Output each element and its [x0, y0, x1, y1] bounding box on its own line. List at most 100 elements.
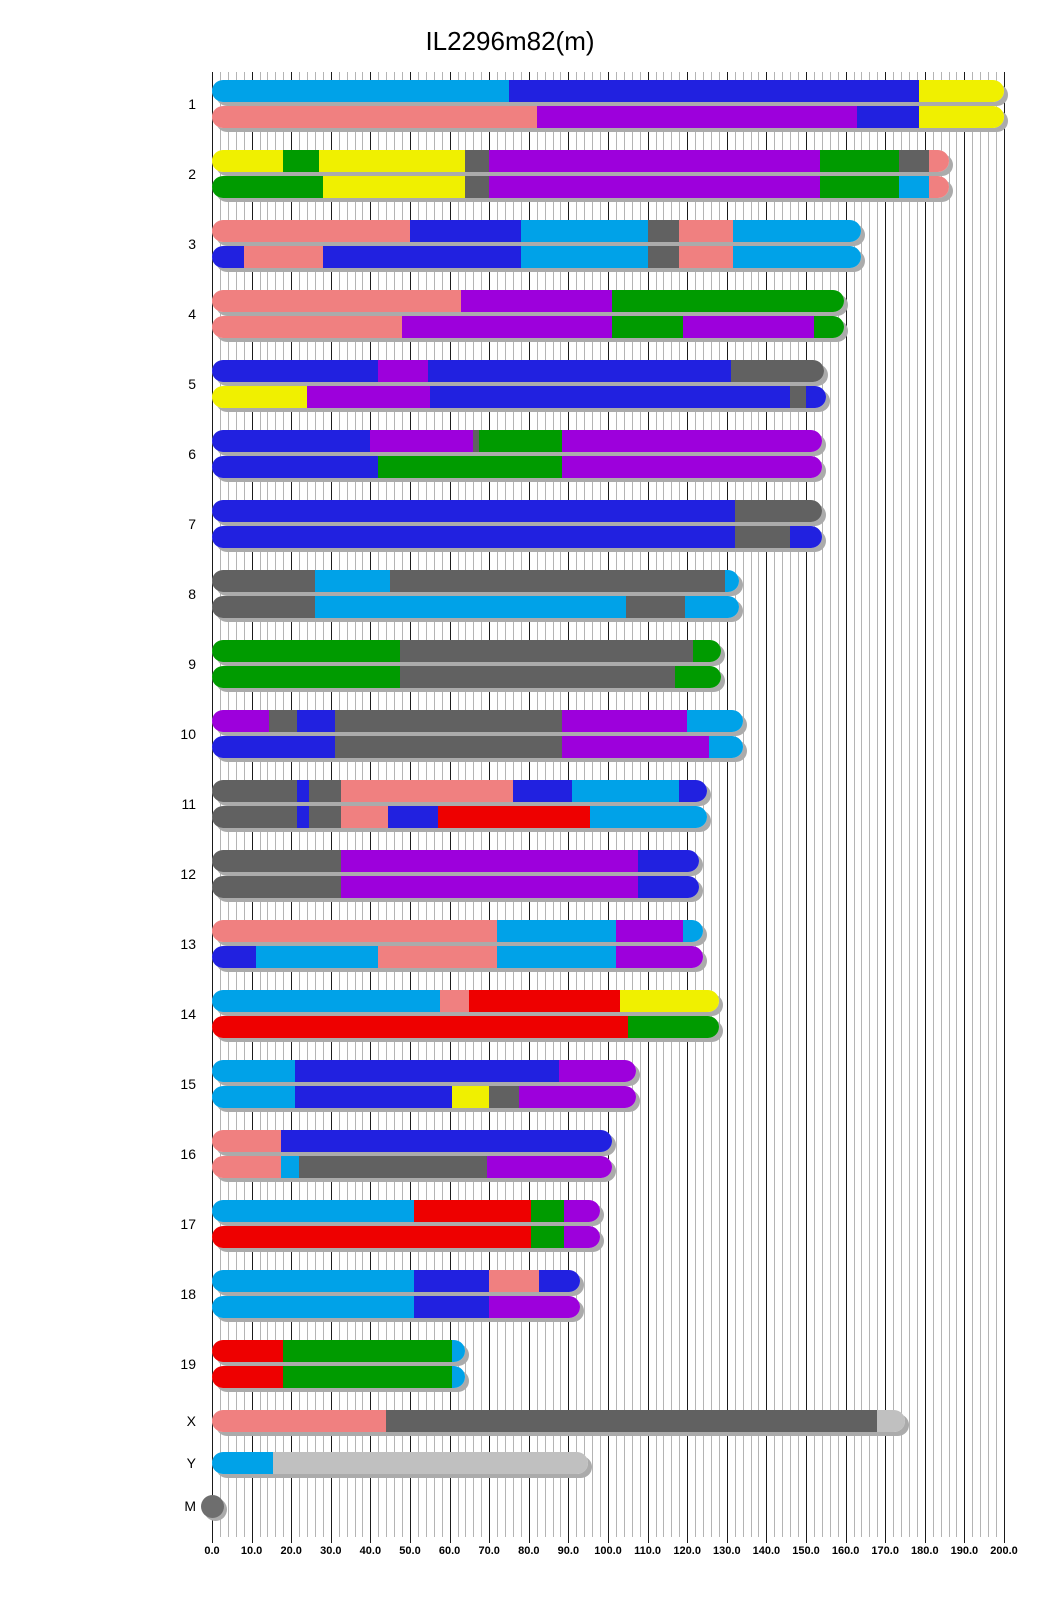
segment-cyan: [451, 1340, 466, 1362]
segment-purple: [536, 106, 858, 128]
minor-gridline: [877, 72, 879, 1537]
minor-gridline: [299, 72, 301, 1537]
chromosome-10-bar-1: [212, 710, 743, 732]
minor-gridline: [457, 72, 459, 1537]
minor-gridline: [322, 72, 324, 1537]
segment-cyan: [497, 920, 617, 942]
segment-purple: [370, 430, 474, 452]
segment-purple: [562, 456, 822, 478]
segment-salmon: [212, 1130, 282, 1152]
chromosome-4-bar-2: [212, 316, 844, 338]
segment-gray: [899, 150, 930, 172]
minor-gridline: [655, 72, 657, 1537]
segment-cyan: [497, 946, 617, 968]
minor-gridline: [425, 72, 427, 1537]
segment-blue: [212, 500, 736, 522]
chromosome-label-17: 17: [180, 1216, 196, 1232]
segment-salmon: [928, 150, 949, 172]
minor-gridline: [600, 72, 602, 1537]
segment-blue: [322, 246, 522, 268]
segment-blue: [637, 850, 700, 872]
segment-gray: [734, 500, 822, 522]
chromosome-label-13: 13: [180, 936, 196, 952]
minor-gridline: [552, 72, 554, 1537]
segment-blue: [388, 806, 439, 828]
segment-salmon: [212, 920, 498, 942]
minor-gridline: [996, 72, 998, 1537]
minor-gridline: [901, 72, 903, 1537]
chromosome-label-2: 2: [188, 166, 196, 182]
segment-purple: [558, 1060, 636, 1082]
segment-gray: [212, 780, 298, 802]
minor-gridline: [703, 72, 705, 1537]
minor-gridline: [338, 72, 340, 1537]
segment-blue: [297, 780, 310, 802]
axis-tick-label: 80.0: [518, 1545, 540, 1557]
axis-tick-label: 90.0: [557, 1545, 580, 1557]
chromosome-label-Y: Y: [186, 1455, 196, 1471]
minor-gridline: [663, 72, 665, 1537]
minor-gridline: [259, 72, 261, 1537]
axis-tick-label: 30.0: [320, 1545, 342, 1557]
segment-cyan: [212, 1270, 415, 1292]
segment-salmon: [212, 1410, 387, 1432]
segment-lightgray: [877, 1410, 905, 1432]
segment-gray: [465, 176, 490, 198]
segment-cyan: [212, 990, 441, 1012]
segment-green: [530, 1200, 565, 1222]
segment-gray: [400, 640, 694, 662]
chromosome-5-bar-2: [212, 386, 826, 408]
segment-gray: [212, 876, 342, 898]
segment-cyan: [590, 806, 707, 828]
segment-blue: [212, 456, 379, 478]
segment-purple: [340, 850, 639, 872]
minor-gridline: [307, 72, 309, 1537]
segment-purple: [562, 430, 822, 452]
segment-salmon: [243, 246, 324, 268]
segment-blue: [212, 360, 379, 382]
chromosome-18-bar-2: [212, 1296, 581, 1318]
chromosome-label-19: 19: [180, 1356, 196, 1372]
segment-cyan: [212, 1200, 415, 1222]
minor-gridline: [790, 72, 792, 1537]
minor-gridline: [433, 72, 435, 1537]
segment-blue: [790, 526, 822, 548]
segment-yellow: [322, 176, 466, 198]
segment-cyan: [255, 946, 379, 968]
segment-blue: [512, 780, 573, 802]
axis-tick-label: 160.0: [831, 1545, 860, 1557]
segment-lightgray: [273, 1452, 589, 1474]
segment-gray: [473, 430, 480, 452]
minor-gridline: [916, 72, 918, 1537]
segment-green: [283, 1340, 453, 1362]
chromosome-label-M: M: [184, 1498, 196, 1514]
chromosome-10-bar-2: [212, 736, 743, 758]
chromosome-label-7: 7: [188, 516, 196, 532]
segment-blue: [297, 710, 336, 732]
segment-gray: [309, 806, 342, 828]
chromosome-label-3: 3: [188, 236, 196, 252]
segment-gray: [334, 736, 563, 758]
segment-gray: [647, 220, 680, 242]
segment-salmon: [340, 806, 389, 828]
minor-gridline: [536, 72, 538, 1537]
chromosome-19-bar-1: [212, 1340, 466, 1362]
minor-gridline: [980, 72, 982, 1537]
chromosome-label-16: 16: [180, 1146, 196, 1162]
segment-blue: [637, 876, 700, 898]
segment-cyan: [724, 570, 739, 592]
segment-cyan: [708, 736, 743, 758]
segment-salmon: [679, 220, 734, 242]
segment-blue: [410, 220, 522, 242]
minor-gridline: [362, 72, 364, 1537]
minor-gridline: [671, 72, 673, 1537]
chromosome-label-8: 8: [188, 586, 196, 602]
segment-red: [413, 1200, 532, 1222]
segment-cyan: [572, 780, 680, 802]
segment-purple: [562, 710, 688, 732]
chromosome-2-bar-2: [212, 176, 949, 198]
chromosome-label-12: 12: [180, 866, 196, 882]
minor-gridline: [948, 72, 950, 1537]
chromosome-label-6: 6: [188, 446, 196, 462]
